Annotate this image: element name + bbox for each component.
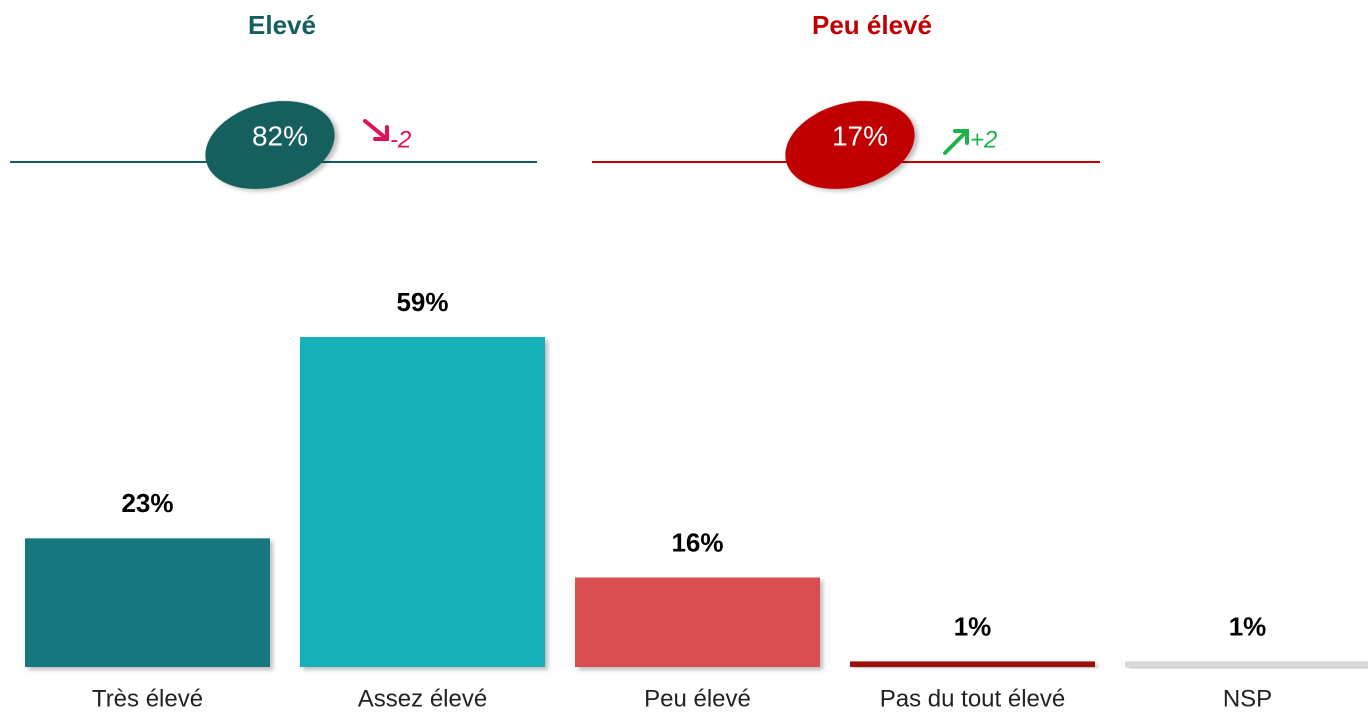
group-value: 82% <box>252 120 308 151</box>
data-label: 1% <box>954 611 992 641</box>
bar <box>575 577 820 667</box>
group-value: 17% <box>832 120 888 151</box>
x-tick-label: Très élevé <box>92 685 203 712</box>
group-title: Elevé <box>248 10 316 40</box>
bar <box>25 538 270 667</box>
data-label: 23% <box>121 488 173 518</box>
group-badge <box>785 100 915 190</box>
trend-change: -2 <box>390 126 411 153</box>
data-label: 59% <box>396 287 448 317</box>
trend-arrow <box>943 129 969 155</box>
x-tick-label: NSP <box>1223 685 1272 712</box>
group-badge <box>205 100 335 190</box>
x-tick-label: Peu élevé <box>644 685 751 712</box>
bar <box>1125 661 1368 667</box>
data-label: 1% <box>1229 611 1267 641</box>
group-title: Peu élevé <box>812 10 932 40</box>
bar <box>300 337 545 667</box>
x-tick-label: Pas du tout élevé <box>880 685 1065 712</box>
bar <box>850 661 1095 667</box>
trend-arrow <box>363 119 389 141</box>
x-tick-label: Assez élevé <box>358 685 487 712</box>
trend-change: +2 <box>970 126 997 153</box>
data-label: 16% <box>671 527 723 557</box>
